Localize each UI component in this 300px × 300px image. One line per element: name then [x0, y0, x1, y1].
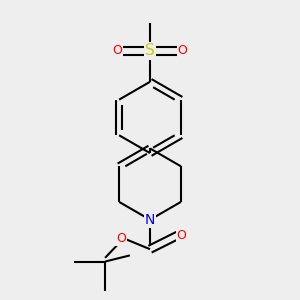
Text: O: O: [116, 232, 126, 245]
Text: O: O: [112, 44, 122, 57]
Text: S: S: [145, 43, 155, 58]
Text: O: O: [178, 44, 188, 57]
Text: N: N: [145, 213, 155, 227]
Text: O: O: [177, 229, 187, 242]
